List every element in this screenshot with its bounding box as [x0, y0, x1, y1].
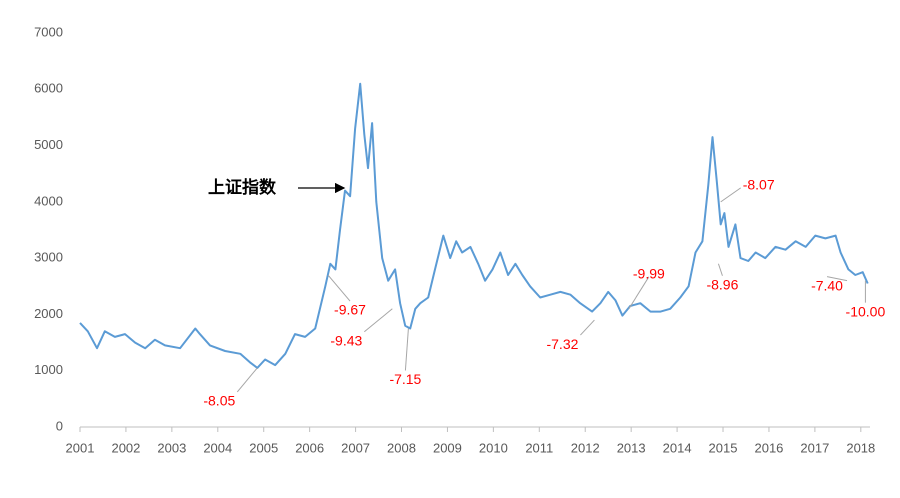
y-tick-label: 4000 [34, 193, 63, 208]
annotation-leader [826, 276, 848, 282]
annotation-label: -8.07 [743, 177, 775, 193]
annotation-leader [404, 328, 409, 371]
x-tick-label: 2002 [111, 440, 140, 455]
x-tick-label: 2013 [617, 440, 646, 455]
x-tick-label: 2012 [571, 440, 600, 455]
y-tick-label: 2000 [34, 306, 63, 321]
x-tick-label: 2011 [525, 440, 553, 455]
annotation-label: -10.00 [846, 303, 886, 319]
x-tick-label: 2004 [203, 440, 232, 455]
annotation-leader [327, 274, 351, 302]
y-tick-label: 0 [56, 418, 63, 433]
y-tick-label: 7000 [34, 24, 63, 39]
annotation-label: -9.67 [334, 302, 366, 318]
annotation-leader [628, 276, 650, 310]
x-tick-label: 2008 [387, 440, 416, 455]
annotation-label: -7.40 [811, 277, 843, 293]
annotation-label: -8.05 [203, 393, 235, 409]
annotation-label: -9.99 [633, 266, 665, 282]
y-tick-label: 5000 [34, 137, 63, 152]
series-line [79, 82, 869, 369]
x-tick-label: 2014 [663, 440, 692, 455]
annotation-leader [236, 367, 258, 393]
series-label: 上证指数 [208, 177, 277, 198]
x-tick-label: 2009 [433, 440, 462, 455]
x-tick-label: 2007 [341, 440, 370, 455]
x-tick-label: 2001 [66, 440, 95, 455]
x-tick-label: 2005 [249, 440, 278, 455]
y-tick-label: 3000 [34, 250, 63, 265]
annotation-leader [720, 187, 742, 203]
x-tick-label: 2003 [157, 440, 186, 455]
annotation-label: -7.32 [546, 336, 578, 352]
y-tick-label: 1000 [34, 362, 63, 377]
annotation-leader [717, 263, 723, 276]
annotation-label: -8.96 [706, 276, 738, 292]
annotation-leader [364, 308, 393, 333]
x-tick-label: 2006 [295, 440, 324, 455]
x-tick-label: 2018 [846, 440, 875, 455]
x-tick-label: 2010 [479, 440, 508, 455]
y-tick-label: 6000 [34, 81, 63, 96]
x-tick-label: 2017 [800, 440, 829, 455]
x-tick-label: 2015 [709, 440, 738, 455]
x-tick-label: 2016 [754, 440, 783, 455]
annotation-label: -7.15 [389, 371, 421, 387]
annotation-leader [580, 319, 595, 336]
annotation-label: -9.43 [330, 333, 362, 349]
